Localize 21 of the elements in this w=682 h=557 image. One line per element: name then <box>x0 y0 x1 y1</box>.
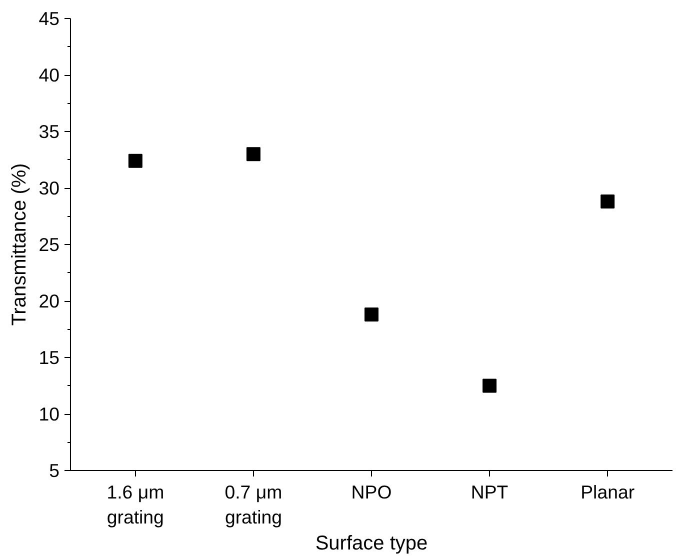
point <box>364 308 378 322</box>
y-tick-label: 15 <box>38 347 60 368</box>
y-tick-label: 25 <box>38 234 60 255</box>
x-tick-label: Planar <box>580 482 635 502</box>
y-tick-label: 35 <box>38 121 60 142</box>
x-tick-label: NPT <box>470 482 508 502</box>
point <box>482 378 497 393</box>
y-tick-label: 40 <box>38 64 60 86</box>
y-axis-title: Transmittance (%) <box>8 163 31 326</box>
y-tick-label: 20 <box>38 290 60 312</box>
x-tick-label: 0.7 μm grating <box>224 482 282 528</box>
y-tick-label: 30 <box>38 178 60 198</box>
point <box>600 194 615 209</box>
y-tick-label: 5 <box>49 460 60 481</box>
x-tick-label: 1.6 μm grating <box>106 482 164 528</box>
point <box>128 154 142 168</box>
point <box>246 147 260 162</box>
x-tick-label: NPO <box>351 482 392 502</box>
x-axis-title: Surface type <box>315 532 428 555</box>
y-tick-label: 45 <box>38 8 60 29</box>
y-tick-label: 10 <box>38 404 60 424</box>
